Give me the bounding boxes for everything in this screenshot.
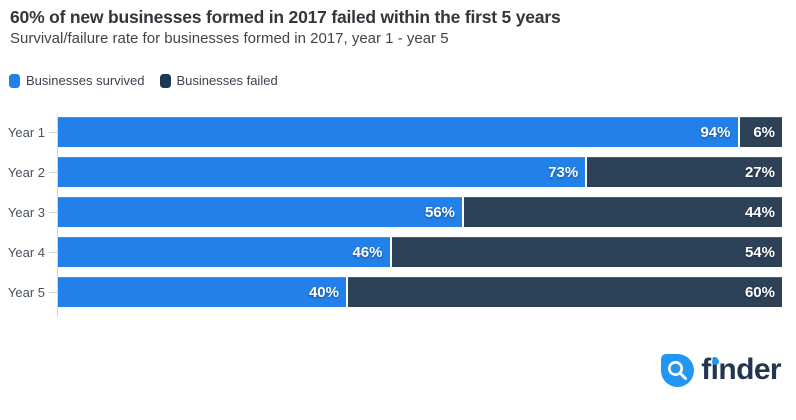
bar-row-year-1: Year 1 94% 6% <box>0 112 782 152</box>
finder-i-dot-icon <box>711 358 719 365</box>
bar-row-year-4: Year 4 46% 54% <box>0 232 782 272</box>
finder-magnifier-icon <box>661 353 695 387</box>
category-label: Year 5 <box>7 284 45 300</box>
bar-pair: 40% 60% <box>57 277 782 307</box>
bar-pair: 56% 44% <box>57 197 782 227</box>
bar-pair: 73% 27% <box>57 157 782 187</box>
category-label: Year 4 <box>7 244 45 260</box>
failed-segment: 54% <box>391 237 782 267</box>
failed-swatch-icon <box>159 73 171 88</box>
bar-pair: 46% 54% <box>57 237 782 267</box>
failed-segment: 6% <box>739 117 782 147</box>
survived-segment: 40% <box>57 277 346 307</box>
bar-rows: Year 1 94% 6% Year 2 73% 27% Year 3 56% 44% Year … <box>0 112 782 312</box>
legend-item-survived: Businesses survived <box>9 73 145 88</box>
axis-tick <box>45 192 57 232</box>
legend: Businesses survived Businesses failed <box>9 73 278 88</box>
bar-pair: 94% 6% <box>57 117 782 147</box>
finder-logo-text: finder <box>701 353 781 386</box>
failed-segment: 44% <box>464 197 782 227</box>
bar-row-year-3: Year 3 56% 44% <box>0 192 782 232</box>
legend-label-failed: Businesses failed <box>176 73 278 88</box>
stacked-bar-chart: Year 1 94% 6% Year 2 73% 27% Year 3 56% 44% Year … <box>0 112 782 317</box>
legend-label-survived: Businesses survived <box>26 73 145 88</box>
finder-logo[interactable]: finder <box>661 351 782 389</box>
failed-segment: 27% <box>587 157 782 187</box>
survived-segment: 46% <box>57 237 390 267</box>
chart-subtitle: Survival/failure rate for businesses for… <box>10 30 449 47</box>
category-label: Year 3 <box>7 204 45 220</box>
category-label: Year 1 <box>7 124 45 140</box>
category-label: Year 2 <box>7 164 45 180</box>
survived-swatch-icon <box>9 73 20 88</box>
axis-tick <box>45 152 57 192</box>
axis-tick <box>45 112 57 152</box>
axis-tick <box>45 272 57 312</box>
survived-segment: 56% <box>57 197 462 227</box>
bar-row-year-5: Year 5 40% 60% <box>0 272 782 312</box>
chart-title: 60% of new businesses formed in 2017 fai… <box>10 7 561 27</box>
bar-row-year-2: Year 2 73% 27% <box>0 152 782 192</box>
survived-segment: 73% <box>57 157 586 187</box>
axis-tick <box>45 232 57 272</box>
y-axis-line <box>57 113 58 317</box>
failed-segment: 60% <box>348 277 782 307</box>
survived-segment: 94% <box>57 117 738 147</box>
legend-item-failed: Businesses failed <box>159 73 278 88</box>
